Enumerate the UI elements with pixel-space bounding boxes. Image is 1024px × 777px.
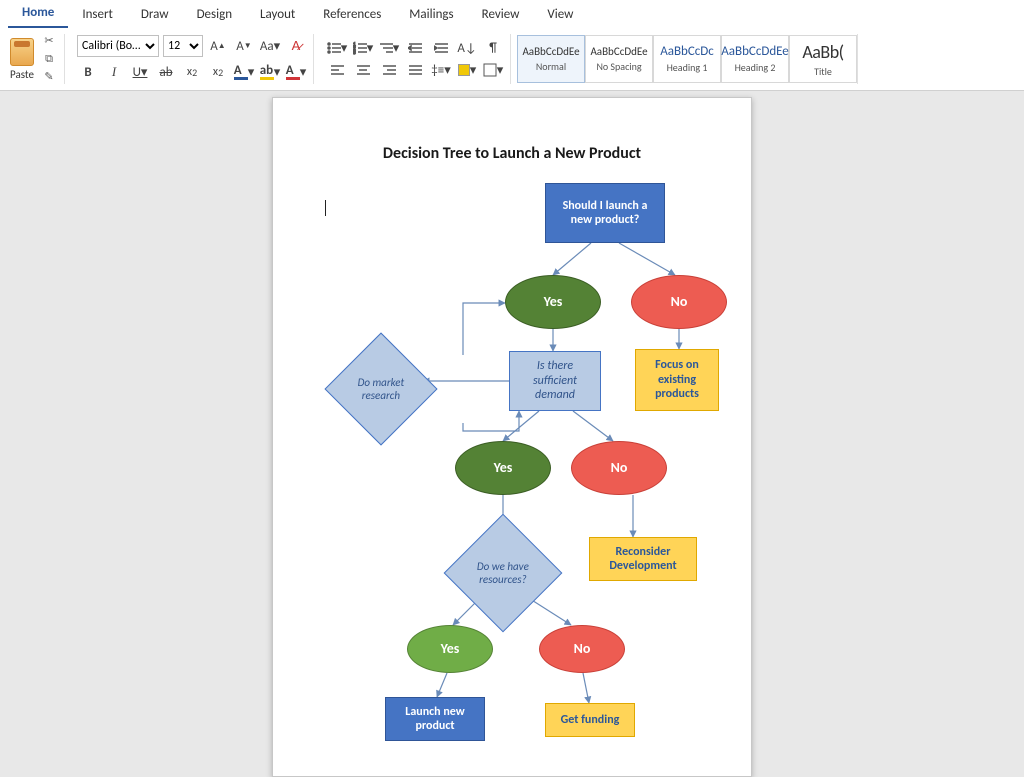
line-spacing-button[interactable]: ‡≡▾ (430, 59, 452, 81)
flow-node-yes1[interactable]: Yes (505, 275, 601, 329)
flow-edge-demand-yes2 (503, 411, 539, 441)
format-painter-button[interactable]: ✎ (40, 70, 58, 84)
italic-button[interactable]: I (103, 61, 125, 83)
style-no-spacing[interactable]: AaBbCcDdEeNo Spacing (585, 35, 653, 83)
ribbon: HomeInsertDrawDesignLayoutReferencesMail… (0, 0, 1024, 91)
change-case-button[interactable]: Aa▾ (259, 35, 281, 57)
flow-node-start[interactable]: Should I launch a new product? (545, 183, 665, 243)
shrink-font-button[interactable]: A▼ (233, 35, 255, 57)
paste-button[interactable]: Paste (10, 38, 34, 81)
align-right-button[interactable] (378, 59, 400, 81)
flow-node-no3[interactable]: No (539, 625, 625, 673)
tab-design[interactable]: Design (183, 3, 246, 28)
shading-button[interactable]: ▾ (456, 59, 478, 81)
flow-node-yes2[interactable]: Yes (455, 441, 551, 495)
flow-node-demand[interactable]: Is there sufficient demand (509, 351, 601, 411)
align-left-button[interactable] (326, 59, 348, 81)
bullets-button[interactable]: ▾ (326, 37, 348, 59)
cut-button[interactable]: ✂ (40, 34, 58, 48)
clipboard-group: Paste ✂ ⧉ ✎ (4, 34, 65, 84)
clipboard-mini: ✂ ⧉ ✎ (40, 34, 58, 84)
styles-group: AaBbCcDdEeNormalAaBbCcDdEeNo SpacingAaBb… (517, 34, 858, 84)
subscript-button[interactable]: x2 (181, 61, 203, 83)
flow-node-launch[interactable]: Launch new product (385, 697, 485, 741)
font-size-select[interactable]: 12 (163, 35, 203, 57)
borders-button[interactable]: ▾ (482, 59, 504, 81)
tab-draw[interactable]: Draw (127, 3, 183, 28)
align-center-button[interactable] (352, 59, 374, 81)
bold-button[interactable]: B (77, 61, 99, 83)
superscript-button[interactable]: x2 (207, 61, 229, 83)
text-effects-button[interactable]: A▾ (233, 61, 255, 83)
flow-node-no1[interactable]: No (631, 275, 727, 329)
flow-edge-no3-funding (583, 673, 589, 703)
justify-button[interactable] (404, 59, 426, 81)
flow-node-focus[interactable]: Focus on existing products (635, 349, 719, 411)
style-normal[interactable]: AaBbCcDdEeNormal (517, 35, 585, 83)
tab-home[interactable]: Home (8, 1, 68, 28)
numbering-button[interactable]: 123▾ (352, 37, 374, 59)
flow-node-no2[interactable]: No (571, 441, 667, 495)
font-color-button[interactable]: A▾ (285, 61, 307, 83)
sort-button[interactable]: A↓ (456, 37, 478, 59)
show-marks-button[interactable]: ¶ (482, 37, 504, 59)
decrease-indent-button[interactable] (404, 37, 426, 59)
strike-button[interactable]: ab (155, 61, 177, 83)
style-heading-2[interactable]: AaBbCcDdEeHeading 2 (721, 35, 789, 83)
style-title[interactable]: AaBb(Title (789, 35, 857, 83)
flowchart-canvas: Should I launch a new product? Yes No Do ma… (313, 183, 711, 763)
underline-button[interactable]: U▾ (129, 61, 151, 83)
ribbon-toolbar: Paste ✂ ⧉ ✎ Calibri (Bo… 12 A▲ A▼ Aa▾ A̷… (0, 28, 1024, 90)
grow-font-button[interactable]: A▲ (207, 35, 229, 57)
document-title: Decision Tree to Launch a New Product (313, 144, 711, 163)
flow-edge-start-yes1 (553, 243, 591, 275)
tab-review[interactable]: Review (468, 3, 534, 28)
paragraph-group: ▾ 123▾ ▾ A↓ ¶ ‡≡▾ ▾ ▾ (320, 34, 511, 84)
flow-node-reconsider[interactable]: Reconsider Development (589, 537, 697, 581)
style-heading-1[interactable]: AaBbCcDcHeading 1 (653, 35, 721, 83)
increase-indent-button[interactable] (430, 37, 452, 59)
tab-mailings[interactable]: Mailings (395, 3, 467, 28)
flow-edge-research-yes1 (463, 303, 505, 355)
flow-node-research[interactable]: Do market research (324, 332, 437, 445)
flow-edge-start-no1 (619, 243, 675, 275)
ribbon-tabs: HomeInsertDrawDesignLayoutReferencesMail… (0, 0, 1024, 28)
copy-button[interactable]: ⧉ (40, 52, 58, 66)
tab-insert[interactable]: Insert (68, 3, 127, 28)
workspace: Decision Tree to Launch a New Product Sh… (0, 91, 1024, 777)
highlight-button[interactable]: ab▾ (259, 61, 281, 83)
clear-format-button[interactable]: A̷ (285, 35, 307, 57)
flow-node-resources[interactable]: Do we have resources? (444, 514, 563, 633)
tab-references[interactable]: References (309, 3, 395, 28)
clipboard-icon (10, 38, 34, 66)
flow-edge-research-demand (463, 411, 519, 431)
tab-view[interactable]: View (533, 3, 587, 28)
multilevel-button[interactable]: ▾ (378, 37, 400, 59)
document-page[interactable]: Decision Tree to Launch a New Product Sh… (272, 97, 752, 777)
font-group: Calibri (Bo… 12 A▲ A▼ Aa▾ A̷ B I U▾ ab x… (71, 34, 314, 84)
flow-edge-demand-no2 (573, 411, 613, 441)
flow-node-yes3[interactable]: Yes (407, 625, 493, 673)
tab-layout[interactable]: Layout (246, 3, 309, 28)
flow-edge-yes3-launch (437, 673, 447, 697)
flow-node-funding[interactable]: Get funding (545, 703, 635, 737)
font-name-select[interactable]: Calibri (Bo… (77, 35, 159, 57)
svg-text:3: 3 (353, 50, 356, 55)
paste-label: Paste (10, 68, 34, 81)
